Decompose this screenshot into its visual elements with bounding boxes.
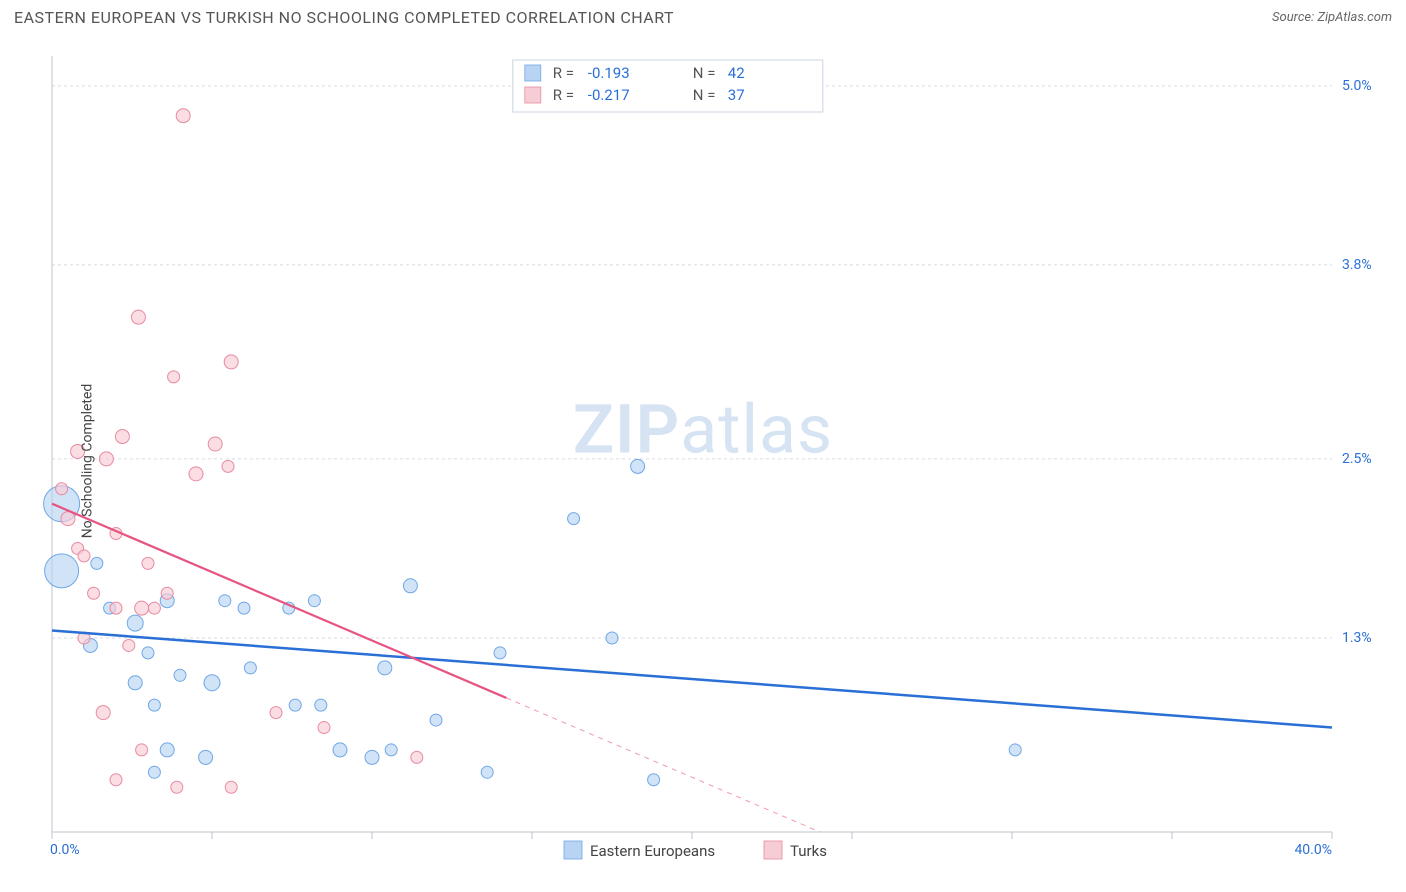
r-value: -0.193 bbox=[588, 64, 630, 82]
data-point bbox=[123, 639, 135, 651]
data-point bbox=[315, 699, 327, 711]
y-tick-label: 2.5% bbox=[1342, 451, 1372, 467]
x-min-label: 0.0% bbox=[50, 842, 80, 858]
data-point bbox=[148, 602, 160, 614]
data-point bbox=[176, 109, 190, 123]
data-point bbox=[365, 750, 379, 764]
data-point bbox=[244, 662, 256, 674]
chart-title: EASTERN EUROPEAN VS TURKISH NO SCHOOLING… bbox=[14, 8, 674, 27]
data-point bbox=[222, 460, 234, 472]
data-point bbox=[385, 744, 397, 756]
scatter-chart: ZIPatlas 1.3% 2.5% 3.8% 5.0% 0.0% 40.0% R = -0.1… bbox=[14, 40, 1392, 882]
data-point bbox=[378, 661, 392, 675]
data-point bbox=[110, 602, 122, 614]
data-point bbox=[128, 676, 142, 690]
chart-container: No Schooling Completed ZIPatlas 1.3% 2.5% 3… bbox=[14, 40, 1392, 882]
data-point bbox=[568, 513, 580, 525]
data-point bbox=[56, 483, 68, 495]
data-point bbox=[96, 706, 110, 720]
data-point bbox=[142, 557, 154, 569]
trend-line bbox=[52, 631, 1332, 728]
n-label: N = bbox=[693, 86, 716, 104]
source-attribution: Source: ZipAtlas.com bbox=[1272, 10, 1392, 25]
data-point bbox=[208, 437, 222, 451]
data-point bbox=[99, 452, 113, 466]
data-point bbox=[430, 714, 442, 726]
data-point bbox=[171, 781, 183, 793]
legend-swatch bbox=[525, 65, 541, 81]
data-point bbox=[45, 554, 79, 588]
data-point bbox=[631, 459, 645, 473]
data-point bbox=[606, 632, 618, 644]
data-point bbox=[333, 743, 347, 757]
data-point bbox=[168, 371, 180, 383]
trend-line-extrapolated bbox=[506, 698, 820, 832]
n-value: 42 bbox=[728, 64, 745, 82]
trend-line bbox=[52, 504, 506, 698]
y-tick-label: 1.3% bbox=[1342, 630, 1372, 646]
data-point bbox=[494, 647, 506, 659]
data-point bbox=[238, 602, 250, 614]
legend-swatch bbox=[525, 87, 541, 103]
data-point bbox=[1009, 744, 1021, 756]
data-point bbox=[110, 774, 122, 786]
data-point bbox=[135, 601, 149, 615]
data-point bbox=[403, 579, 417, 593]
n-label: N = bbox=[693, 64, 716, 82]
data-point bbox=[148, 766, 160, 778]
legend-label: Eastern Europeans bbox=[590, 842, 715, 860]
data-point bbox=[225, 781, 237, 793]
y-tick-label: 3.8% bbox=[1342, 257, 1372, 273]
x-max-label: 40.0% bbox=[1294, 842, 1332, 858]
svg-text:ZIPatlas: ZIPatlas bbox=[573, 390, 833, 470]
data-point bbox=[174, 669, 186, 681]
data-point bbox=[648, 774, 660, 786]
data-point bbox=[160, 743, 174, 757]
r-label: R = bbox=[553, 64, 574, 82]
data-point bbox=[115, 430, 129, 444]
data-point bbox=[142, 647, 154, 659]
data-point bbox=[219, 595, 231, 607]
data-point bbox=[91, 557, 103, 569]
data-point bbox=[161, 587, 173, 599]
y-axis-label: No Schooling Completed bbox=[79, 384, 95, 539]
data-point bbox=[481, 766, 493, 778]
r-value: -0.217 bbox=[588, 86, 630, 104]
data-point bbox=[318, 722, 330, 734]
data-point bbox=[270, 707, 282, 719]
legend-swatch bbox=[564, 841, 582, 859]
source-name: ZipAtlas.com bbox=[1317, 10, 1392, 25]
data-point bbox=[136, 744, 148, 756]
n-value: 37 bbox=[728, 86, 745, 104]
source-prefix: Source: bbox=[1272, 10, 1317, 25]
data-point bbox=[204, 675, 220, 691]
data-point bbox=[148, 699, 160, 711]
legend-label: Turks bbox=[790, 842, 827, 860]
y-tick-label: 5.0% bbox=[1342, 78, 1372, 94]
data-point bbox=[127, 615, 143, 631]
data-point bbox=[308, 595, 320, 607]
data-point bbox=[224, 355, 238, 369]
r-label: R = bbox=[553, 86, 574, 104]
data-point bbox=[78, 550, 90, 562]
data-point bbox=[289, 699, 301, 711]
legend-swatch bbox=[764, 841, 782, 859]
data-point bbox=[88, 587, 100, 599]
data-point bbox=[411, 751, 423, 763]
data-point bbox=[131, 310, 145, 324]
data-point bbox=[189, 467, 203, 481]
data-point bbox=[199, 750, 213, 764]
